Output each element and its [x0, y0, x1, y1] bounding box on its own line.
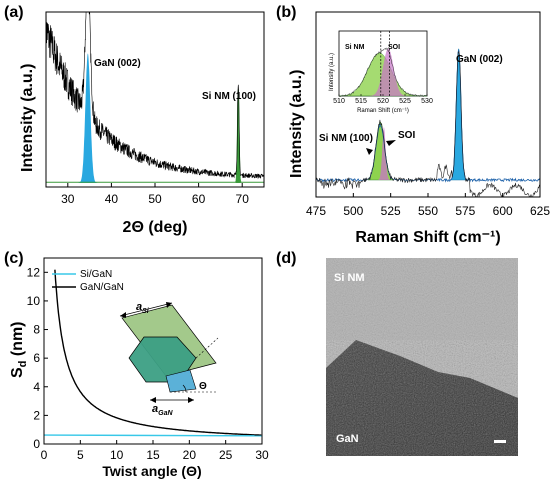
- panel-label-d: (d): [276, 250, 296, 267]
- y-axis-title-c: Sd (nm): [9, 321, 29, 378]
- a-si-arrow-left: [120, 312, 126, 318]
- a-si-dimension-line: [119, 302, 173, 317]
- inset-label-si-nm: Si NM: [345, 44, 365, 51]
- label-gan-002-b: GaN (002): [456, 54, 503, 65]
- x-axis-title-c: Twist angle (Θ): [102, 463, 201, 479]
- y-tick-label-c: 0: [33, 437, 40, 451]
- gan-002-raman-fill: [447, 48, 470, 181]
- panel-d-tem: (d) Si NM GaN: [276, 250, 518, 456]
- y-tick-label-c: 6: [33, 351, 40, 365]
- a-gan-arrow-left: [150, 397, 156, 403]
- x-tick-label-a: 70: [236, 192, 250, 206]
- label-si-nm-100-a: Si NM (100): [202, 91, 256, 102]
- x-tick-label-b: 600: [493, 204, 513, 218]
- a-si-arrow-right: [166, 302, 172, 308]
- tem-scale-bar: [494, 440, 506, 443]
- theta-arc: [182, 384, 187, 393]
- x-tick-label-b: 575: [455, 204, 475, 218]
- xrd-baseline-line: [46, 89, 264, 183]
- inset-x-tick-label: 515: [355, 98, 367, 105]
- raman-fit-line: [316, 48, 540, 183]
- panel-a-xrd: (a) 30 40 50 60 70 GaN (002) Si NM (100) Int…: [4, 4, 265, 236]
- y-tick-label-c: 4: [33, 380, 40, 394]
- plot-frame-c: [43, 257, 263, 445]
- x-tick-label-a: 60: [192, 192, 206, 206]
- panel-label-a: (a): [4, 4, 24, 21]
- si-nm-100-peak-fill: [234, 90, 243, 183]
- x-tick-label-b: 525: [381, 204, 401, 218]
- y-tick-label-c: 10: [27, 294, 41, 308]
- inset-x-tick-label: 520: [377, 98, 389, 105]
- x-tick-label-a: 40: [105, 192, 119, 206]
- a-gan-arrow-right: [188, 397, 194, 403]
- legend-label-gan-gan: GaN/GaN: [80, 282, 124, 293]
- tem-label-gan: GaN: [336, 433, 359, 445]
- gan-gan-curve: [54, 269, 262, 436]
- y-tick-label-c: 2: [33, 408, 40, 422]
- panel-b-raman: (b) 475 500 525 550 575 600 625 GaN (002) Si N…: [276, 4, 550, 246]
- inset-label-soi: SOI: [388, 44, 400, 51]
- tem-image: [326, 258, 518, 456]
- x-tick-label-b: 550: [418, 204, 438, 218]
- gan-002-peak-fill: [74, 53, 102, 183]
- x-tick-label-b: 475: [306, 204, 326, 218]
- x-tick-label-c: 20: [183, 448, 197, 462]
- label-si-nm-100-b: Si NM (100): [319, 133, 373, 144]
- y-tick-label-c: 12: [27, 265, 41, 279]
- y-ticks-c: 0 2 4 6 8 10 12: [27, 265, 48, 451]
- xrd-measured-line: [46, 12, 264, 180]
- inset-y-axis-title: Intensity (a.u.): [329, 53, 335, 91]
- soi-raman-fill: [378, 127, 390, 180]
- x-tick-label-c: 30: [255, 448, 269, 462]
- x-tick-label-c: 0: [41, 448, 48, 462]
- x-tick-label-c: 5: [77, 448, 84, 462]
- label-a-si: aSi: [136, 301, 150, 315]
- x-ticks-b: 475 500 525 550 575 600 625: [306, 193, 550, 218]
- legend-c: Si/GaN GaN/GaN: [52, 269, 124, 293]
- x-tick-label-a: 50: [148, 192, 162, 206]
- y-tick-label-c: 8: [33, 323, 40, 337]
- legend-label-si-gan: Si/GaN: [80, 269, 112, 280]
- si-gan-curve: [43, 434, 263, 437]
- inset-x-axis-title: Raman Shift (cm⁻¹): [357, 108, 409, 114]
- tem-gan-texture: [326, 340, 518, 456]
- twist-schematic: aSi aGaN Θ: [119, 301, 219, 417]
- x-tick-label-b: 625: [530, 204, 550, 218]
- inset-x-tick-label: 530: [421, 98, 433, 105]
- arrow-si-nm: [366, 148, 373, 155]
- label-gan-002-a: GaN (002): [94, 58, 141, 69]
- x-tick-label-c: 25: [219, 448, 233, 462]
- inset-soi-fill: [369, 48, 410, 96]
- label-soi-b: SOI: [398, 130, 415, 141]
- rotated-dashed-line: [195, 337, 219, 359]
- y-axis-title-a: Intensity (a.u.): [19, 64, 36, 172]
- inset-x-ticks: 510 515 520 525 530: [333, 94, 433, 105]
- x-axis-title-a: 2Θ (deg): [123, 219, 188, 236]
- x-ticks-a: 30 40 50 60 70: [61, 183, 249, 206]
- x-tick-label-c: 15: [146, 448, 160, 462]
- panel-label-c: (c): [4, 250, 24, 267]
- x-tick-label-a: 30: [61, 192, 75, 206]
- gan-lattice-corner: [165, 369, 197, 393]
- panel-label-b: (b): [276, 4, 296, 21]
- label-a-gan: aGaN: [152, 403, 173, 417]
- x-ticks-c: 0 5 10 15 20 25 30: [41, 440, 269, 462]
- x-tick-label-b: 500: [343, 204, 363, 218]
- raman-inset: 510 515 520 525 530 Si NM SOI Intensity (a.u…: [329, 30, 433, 114]
- panel-c-sd-vs-twist: (c) 0 2 4 6 8 10 12 0 5 10 15 20 25 30 Si/GaN GaN/Ga…: [4, 250, 269, 479]
- inset-measured-line: [338, 47, 427, 98]
- inset-x-tick-label: 525: [399, 98, 411, 105]
- label-theta: Θ: [199, 381, 207, 392]
- tem-label-si-nm: Si NM: [334, 272, 365, 284]
- y-axis-title-b: Intensity (a.u.): [288, 70, 305, 178]
- x-tick-label-c: 10: [110, 448, 124, 462]
- inset-x-tick-label: 510: [333, 98, 345, 105]
- x-axis-title-b: Raman Shift (cm⁻¹): [355, 229, 500, 246]
- arrow-soi: [386, 140, 396, 146]
